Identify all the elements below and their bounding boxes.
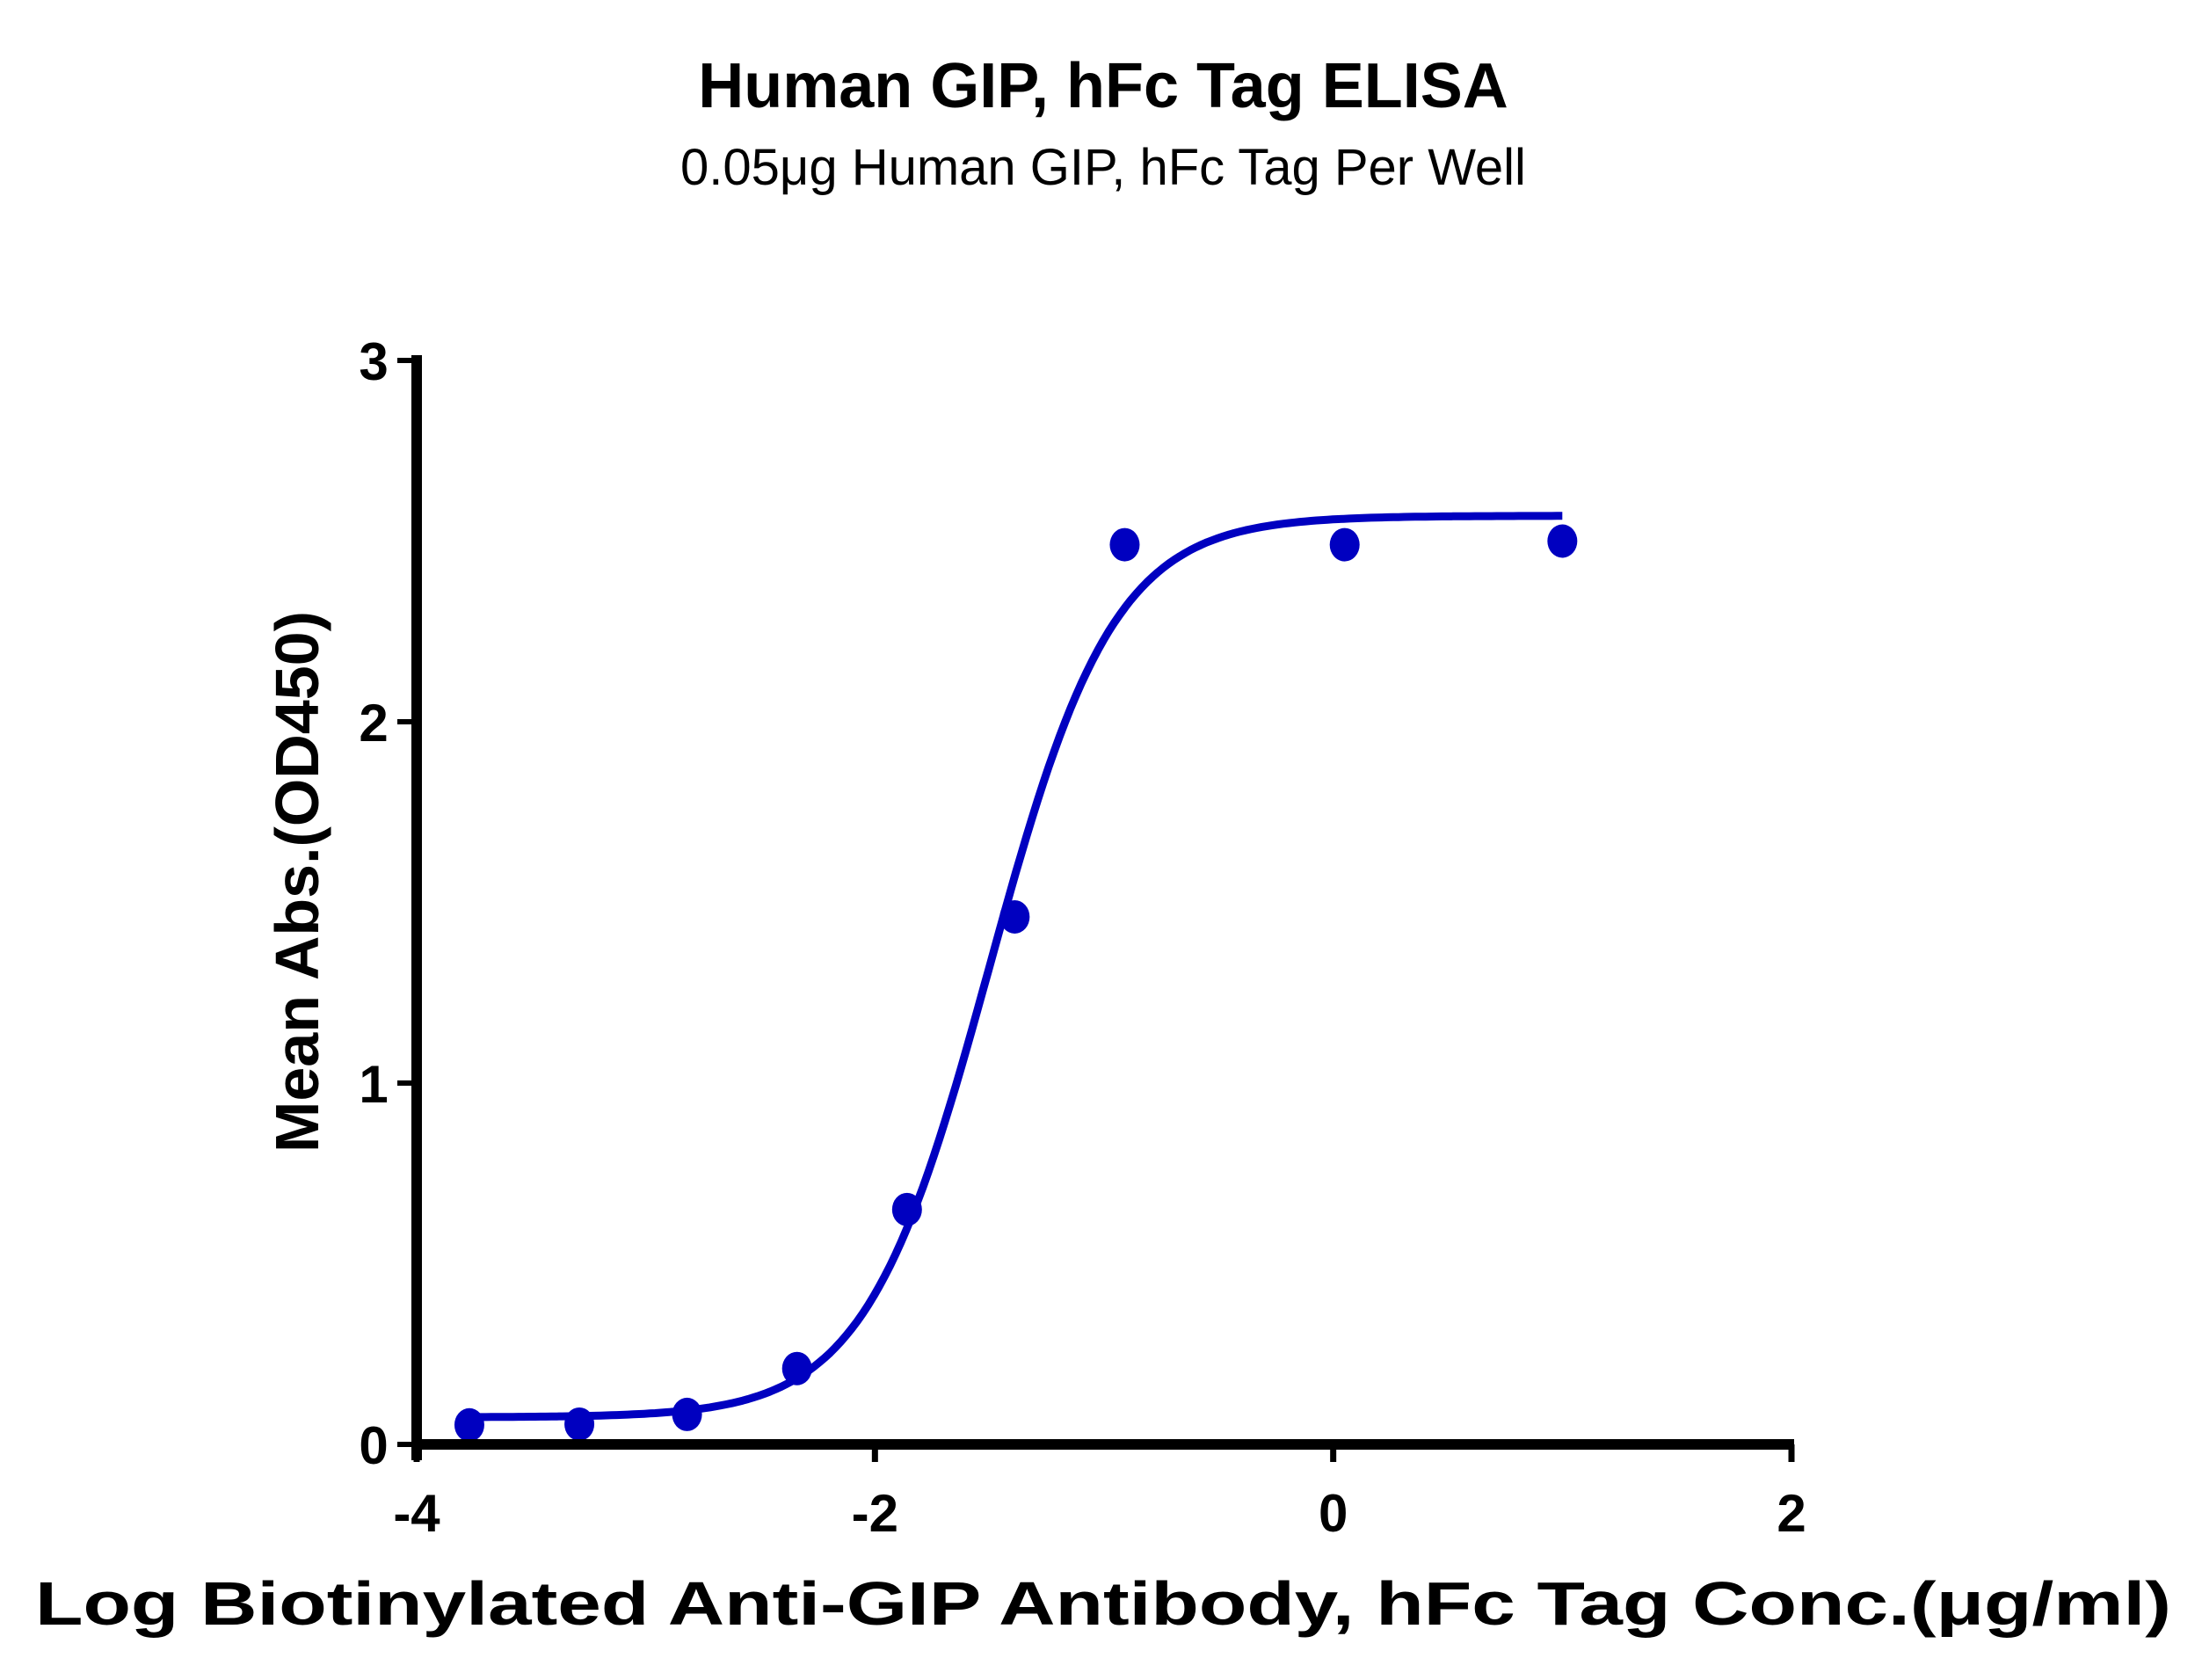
y-tick-label: 1 [359,1055,388,1114]
x-axis-label: Log Biotinylated Anti-GIP Antibody, hFc … [35,1569,2171,1638]
data-point-marker [672,1397,702,1431]
fit-curve [469,512,1563,1422]
y-axis: 0 1 2 3 Mean Abs.(OD450) [263,332,422,1475]
x-tick-label: -4 [393,1484,440,1543]
y-tick-label: 0 [359,1416,388,1475]
x-tick-label: 2 [1777,1484,1806,1543]
y-tick-label: 3 [359,332,388,391]
y-axis-ticks: 0 1 2 3 [359,332,413,1475]
data-point-marker [454,1407,484,1442]
data-point-marker [999,899,1030,934]
chart-subtitle: 0.05μg Human GIP, hFc Tag Per Well [680,139,1526,196]
data-point-marker [1109,527,1140,562]
plot-area [454,512,1578,1442]
chart-title: Human GIP, hFc Tag ELISA [698,51,1508,121]
data-point-marker [781,1351,812,1385]
y-axis-label: Mean Abs.(OD450) [263,611,331,1153]
x-axis-ticks: -4 -2 0 2 [393,1444,1806,1543]
data-point-marker [564,1407,595,1441]
data-point-marker [891,1192,922,1226]
x-tick-label: -2 [852,1484,898,1543]
x-tick-label: 0 [1319,1484,1348,1543]
y-tick-label: 2 [359,694,388,753]
x-axis: -4 -2 0 2 Log Biotinylated Anti-GIP Antibod… [35,1439,2171,1638]
data-point-marker [1547,524,1578,558]
data-point-marker [1329,527,1360,562]
data-points [454,524,1578,1442]
